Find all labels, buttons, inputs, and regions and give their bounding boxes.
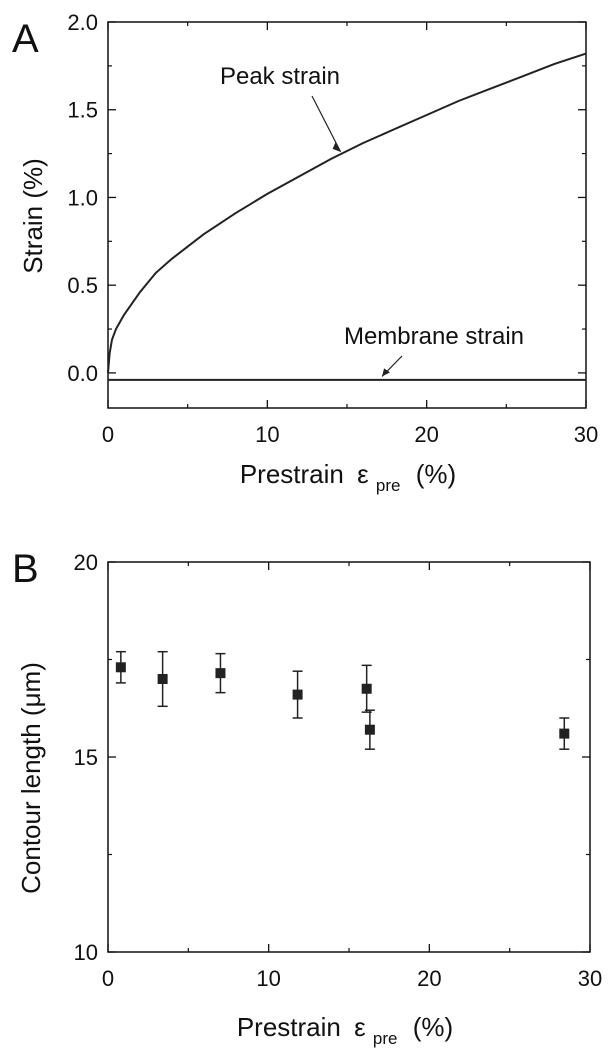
panel-a-letter: A bbox=[12, 17, 39, 61]
panel-a-x-axis-label: Prestrain ε pre (%) bbox=[240, 459, 456, 497]
data-point bbox=[361, 683, 372, 694]
panel-a-x-axis-label-symbol: ε bbox=[357, 459, 369, 489]
panel-b-y-axis-label: Contour length (μm) bbox=[16, 662, 46, 894]
panel-a-series bbox=[107, 52, 587, 381]
panel-b-series bbox=[115, 650, 570, 750]
y-tick-label: 0.5 bbox=[67, 273, 98, 298]
y-tick-label: 10 bbox=[74, 940, 98, 965]
x-tick-label: 20 bbox=[417, 966, 441, 991]
x-tick-label: 30 bbox=[578, 966, 602, 991]
panel-b-x-axis-label: Prestrain ε pre (%) bbox=[237, 1012, 453, 1050]
y-tick-label: 15 bbox=[74, 745, 98, 770]
x-tick-label: 10 bbox=[255, 422, 279, 447]
panel-a-y-axis-label: Strain (%) bbox=[18, 158, 48, 274]
membrane-strain-label: Membrane strain bbox=[344, 323, 524, 350]
panel-a-x-axis-label-text: Prestrain bbox=[240, 459, 344, 489]
y-tick-label: 0.0 bbox=[67, 361, 98, 386]
panel-a: A 0 10 20 30 0.0 0.5 1.0 1.5 2.0 Peak strain Memb… bbox=[12, 10, 598, 497]
x-tick-label: 10 bbox=[256, 966, 280, 991]
data-point bbox=[559, 728, 570, 739]
y-tick-label: 1.0 bbox=[67, 185, 98, 210]
panel-a-x-axis-label-subscript: pre bbox=[376, 476, 401, 495]
data-point bbox=[292, 689, 303, 700]
panel-a-ticks: 0 10 20 30 0.0 0.5 1.0 1.5 2.0 bbox=[67, 10, 598, 447]
panel-b-letter: B bbox=[12, 547, 39, 591]
panel-b-plot-frame bbox=[107, 561, 591, 953]
x-tick-label: 20 bbox=[414, 422, 438, 447]
panel-b-x-axis-label-subscript: pre bbox=[373, 1029, 398, 1048]
peak-strain-label: Peak strain bbox=[220, 63, 340, 90]
data-point bbox=[115, 662, 126, 673]
y-tick-label: 20 bbox=[74, 550, 98, 575]
x-tick-label: 0 bbox=[102, 966, 114, 991]
x-tick-label: 0 bbox=[102, 422, 114, 447]
data-point bbox=[215, 668, 226, 679]
panel-b-x-axis-label-unit: (%) bbox=[413, 1012, 453, 1042]
panel-b-x-axis-label-symbol: ε bbox=[354, 1012, 366, 1042]
peak-strain-arrowhead bbox=[332, 141, 341, 152]
y-tick-label: 1.5 bbox=[67, 98, 98, 123]
panel-a-annotations: Peak strain Membrane strain bbox=[220, 63, 524, 377]
data-point bbox=[157, 674, 168, 684]
panel-b-x-axis-label-text: Prestrain bbox=[237, 1012, 341, 1042]
y-tick-label: 2.0 bbox=[67, 10, 98, 35]
x-tick-label: 30 bbox=[574, 422, 598, 447]
membrane-strain-arrowhead bbox=[382, 368, 391, 377]
peak-strain-line bbox=[107, 52, 587, 373]
data-point bbox=[364, 724, 375, 735]
panel-a-x-axis-label-unit: (%) bbox=[416, 459, 456, 489]
